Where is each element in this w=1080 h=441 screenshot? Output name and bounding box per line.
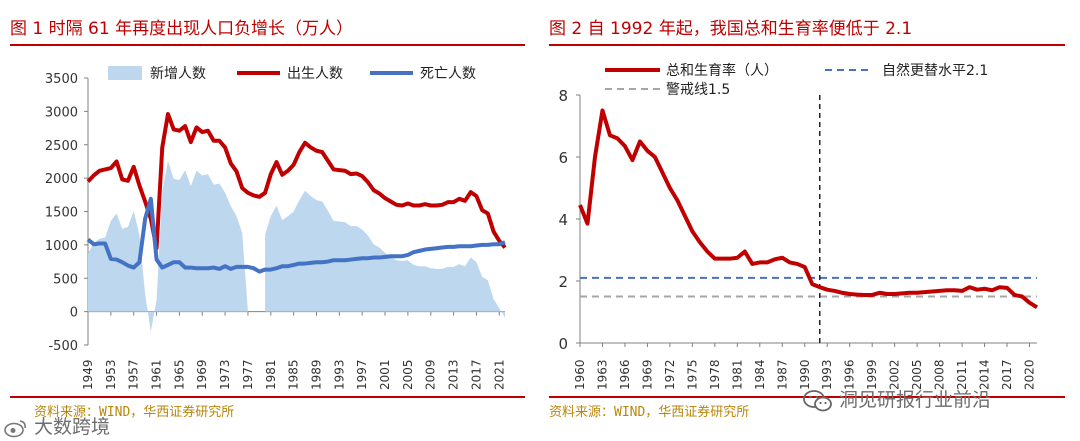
left-x-tick-label: 1949: [81, 359, 95, 390]
left-x-tick-label: 2009: [424, 359, 438, 390]
right-x-tick-label: 1990: [798, 359, 812, 390]
right-x-tick-label: 1978: [708, 359, 722, 390]
left-bottom-rule: [10, 396, 525, 398]
right-x-tick-label: 2020: [1023, 359, 1037, 390]
right-x-tick-label: 1972: [663, 359, 677, 390]
left-x-tick-label: 1981: [264, 359, 278, 390]
left-x-tick-label: 1965: [172, 359, 186, 390]
right-y-tick-label: 0: [558, 335, 568, 353]
legend-label-deaths: 死亡人数: [420, 66, 476, 82]
right-source: 资料来源：WIND，华西证券研究所: [549, 405, 750, 420]
left-title-rule: [10, 44, 525, 46]
left-x-tick-label: 1977: [241, 359, 255, 390]
left-x-tick-label: 1993: [332, 359, 346, 390]
right-x-tick-label: 1966: [618, 359, 632, 390]
left-watermark: 大数跨境: [4, 412, 110, 439]
right-x-tick-label: 2011: [955, 359, 969, 390]
left-y-tick-label: 0: [70, 306, 78, 321]
right-x-tick-label: 1987: [775, 359, 789, 390]
right-chart-title: 图 2 自 1992 年起，我国总和生育率便低于 2.1: [549, 19, 913, 39]
legend-label-replacement: 自然更替水平2.1: [882, 62, 988, 79]
right-title-rule: [549, 44, 1065, 46]
right-x-tick-label: 1969: [640, 359, 654, 390]
line-deaths: [86, 196, 506, 274]
right-y-tick-label: 4: [558, 211, 568, 229]
left-watermark-text: 大数跨境: [34, 416, 111, 438]
right-y-tick-label: 2: [558, 273, 568, 291]
left-y-tick-label: 2500: [45, 139, 78, 154]
right-x-tick-label: 1975: [685, 359, 699, 390]
right-x-tick-label: 1996: [843, 359, 857, 390]
right-x-tick-label: 1963: [595, 359, 609, 390]
left-y-tick-label: 1000: [45, 239, 78, 254]
left-x-tick-label: 2021: [492, 359, 506, 390]
legend-label-fertility: 总和生育率（人）: [666, 62, 778, 79]
left-x-tick-label: 1997: [355, 359, 369, 390]
right-x-tick-label: 2002: [888, 359, 902, 390]
right-x-tick-label: 1993: [820, 359, 834, 390]
right-watermark: 洞见研报行业前沿: [803, 385, 991, 413]
left-x-tick-label: 1961: [150, 359, 164, 390]
left-x-tick-label: 2017: [469, 359, 483, 390]
legend-label-new-increase: 新增人数: [150, 66, 206, 82]
right-y-tick-label: 8: [558, 87, 568, 105]
left-y-tick-label: 3500: [45, 72, 78, 87]
left-x-tick-label: 1973: [218, 359, 232, 390]
left-y-tick-label: 2000: [45, 172, 78, 187]
left-source: 资料来源：WIND，华西证券研究所: [34, 405, 235, 420]
left-y-tick-label: -500: [48, 339, 78, 354]
right-watermark-text: 洞见研报行业前沿: [839, 389, 992, 411]
left-x-tick-label: 1969: [195, 359, 209, 390]
line-fertility-rate: [578, 108, 1039, 310]
left-x-tick-label: 2013: [447, 359, 461, 390]
right-x-tick-label: 2017: [1000, 359, 1014, 390]
right-chart: 0 2 4 6 8 1960 1963 1966 1969 1972 1975 1978 1981 198…: [558, 62, 1039, 390]
right-y-tick-label: 6: [558, 149, 568, 167]
left-y-tick-label: 1500: [45, 206, 78, 221]
left-x-tick-label: 1957: [127, 359, 141, 390]
left-y-tick-label: 3000: [45, 105, 78, 120]
weibo-icon: [4, 419, 26, 437]
legend-label-warning: 警戒线1.5: [666, 82, 730, 98]
legend-swatch-new-increase: [108, 66, 142, 80]
left-x-tick-label: 1985: [287, 359, 301, 390]
right-bottom-rule: [549, 396, 1065, 398]
left-x-tick-label: 2001: [378, 359, 392, 390]
left-x-tick-label: 2005: [401, 359, 415, 390]
line-births: [86, 112, 507, 251]
area-new-increase-segment: [88, 160, 248, 332]
right-x-tick-label: 1981: [730, 359, 744, 390]
left-x-tick-label: 1953: [104, 359, 118, 390]
left-x-tick-label: 1989: [309, 359, 323, 390]
area-new-increase-segment: [265, 190, 505, 318]
left-chart: -500 0 500 1000 1500 2000 2500 3000 3500 1949 1953…: [45, 66, 507, 390]
right-x-tick-label: 1999: [865, 359, 879, 390]
right-x-tick-label: 2005: [910, 359, 924, 390]
wechat-icon: [803, 389, 832, 411]
right-x-tick-label: 1984: [753, 359, 767, 390]
legend-label-births: 出生人数: [287, 66, 343, 82]
left-chart-title: 图 1 时隔 61 年再度出现人口负增长（万人）: [10, 19, 354, 39]
right-x-tick-label: 1960: [573, 359, 587, 390]
left-y-tick-label: 500: [53, 272, 78, 287]
right-x-tick-label: 2008: [933, 359, 947, 390]
right-x-tick-label: 2014: [978, 359, 992, 390]
